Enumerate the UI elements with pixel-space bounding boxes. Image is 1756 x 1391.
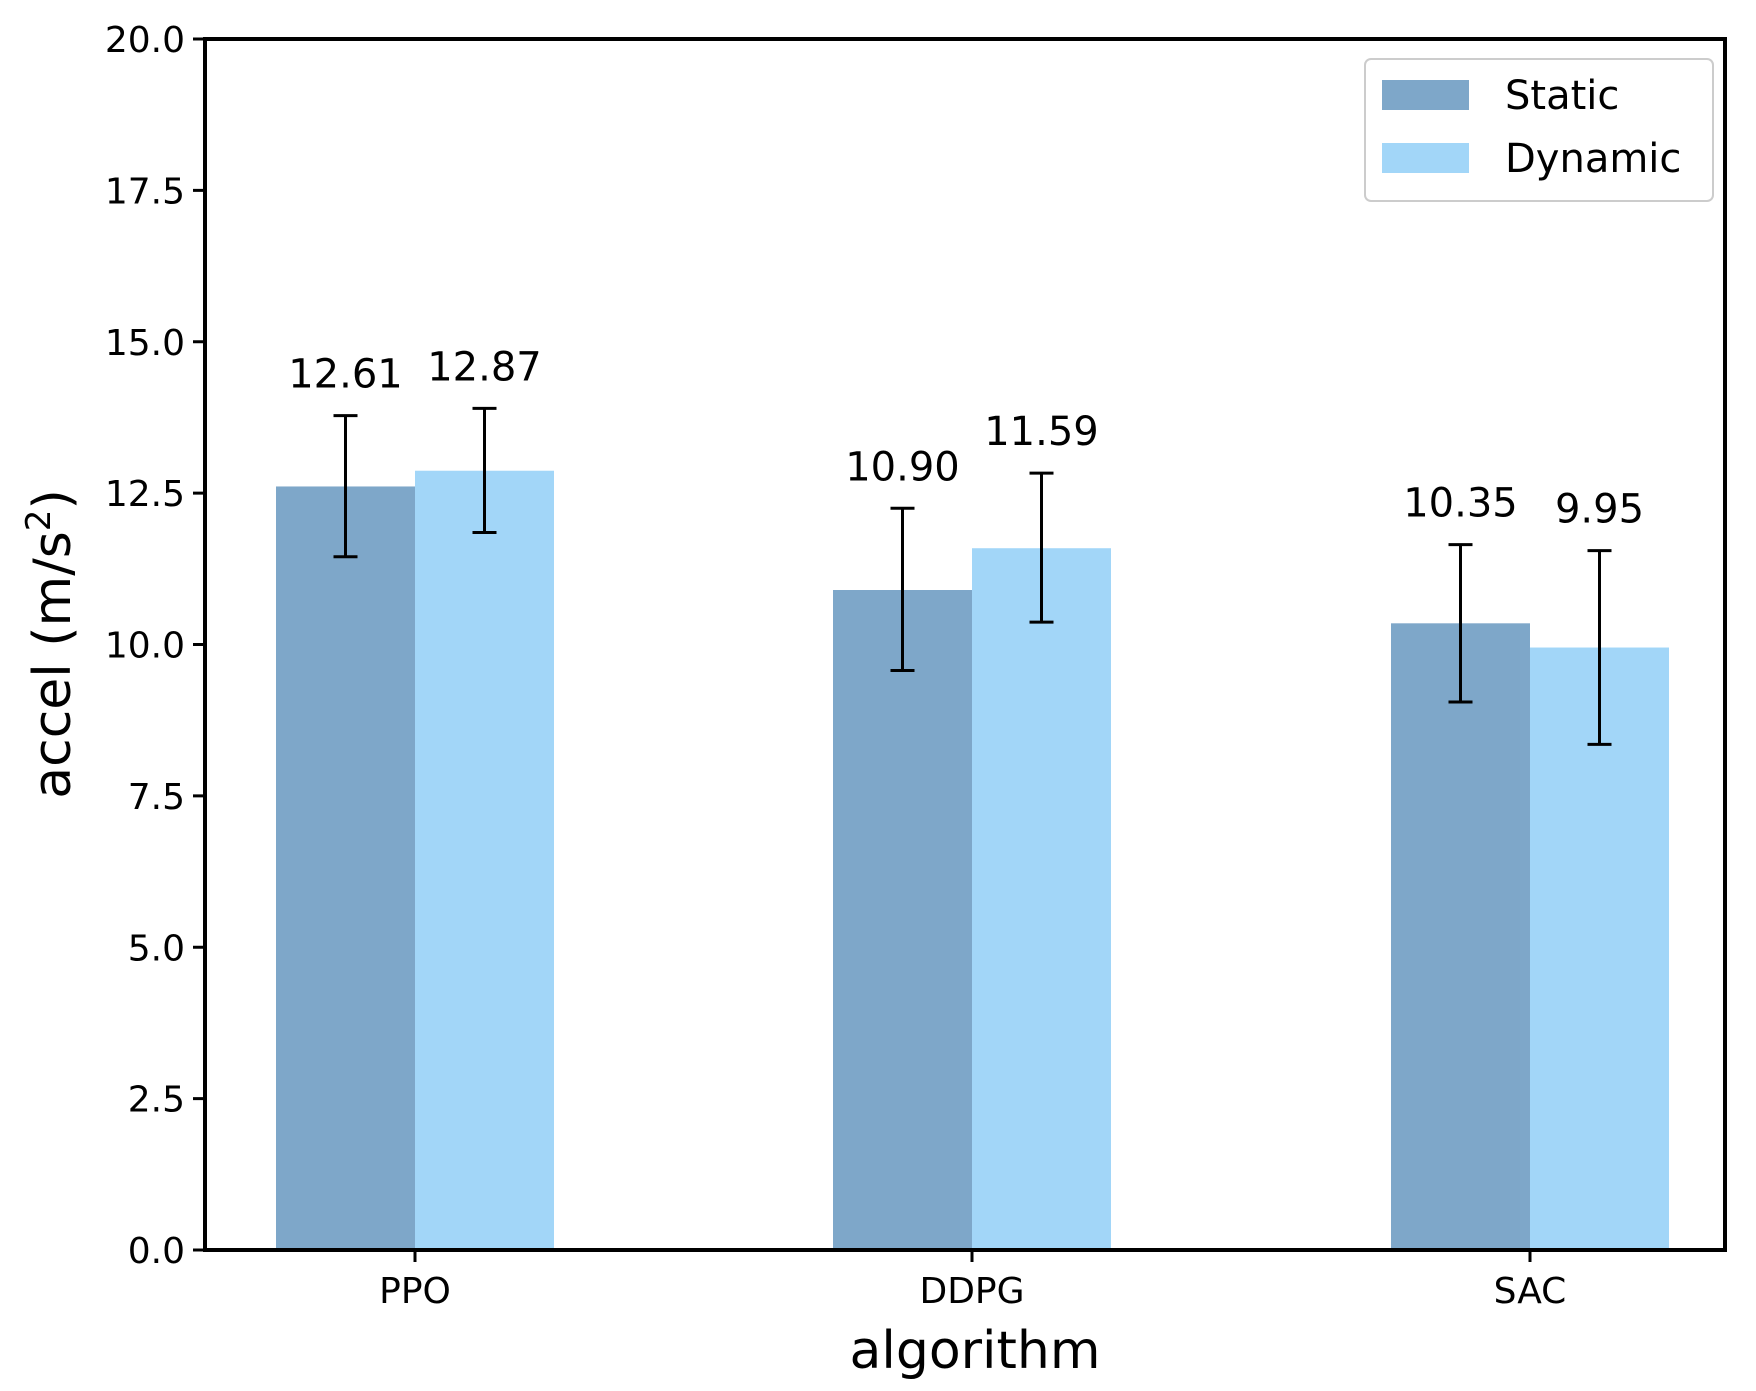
- y-axis: 0.0 2.5 5.0 7.5 10.0 12.5 15.0 17.5 20.0: [105, 20, 205, 1272]
- bar-static-sac: [1391, 623, 1530, 1250]
- bar-dynamic-ppo: [415, 470, 554, 1250]
- value-labels-layer: 12.61 10.90 10.35 12.87 11.59 9.95: [288, 344, 1644, 532]
- bar-dynamic-ddpg: [972, 548, 1111, 1250]
- x-tick-label-ppo: PPO: [379, 1271, 451, 1312]
- x-tick-label-ddpg: DDPG: [919, 1271, 1024, 1312]
- value-label-static-ddpg: 10.90: [845, 444, 960, 490]
- error-bars-layer: [333, 406, 1612, 746]
- y-tick-label: 12.5: [105, 474, 185, 515]
- legend-label-dynamic: Dynamic: [1505, 136, 1681, 182]
- bar-static-ddpg: [833, 590, 972, 1250]
- error-bar-dynamic-ddpg: [1029, 471, 1054, 624]
- error-bar-dynamic-ppo: [472, 406, 497, 534]
- bars-layer: [276, 470, 1669, 1251]
- legend-swatch-static: [1382, 80, 1469, 110]
- legend: Static Dynamic: [1364, 58, 1714, 202]
- bar-static-ppo: [276, 486, 415, 1251]
- value-label-dynamic-ppo: 12.87: [427, 344, 542, 390]
- value-label-dynamic-ddpg: 11.59: [984, 409, 1099, 455]
- error-bar-static-ppo: [333, 414, 358, 559]
- value-label-static-ppo: 12.61: [288, 352, 403, 398]
- y-tick-label: 7.5: [128, 777, 185, 818]
- x-tick-label-sac: SAC: [1494, 1271, 1567, 1312]
- bar-dynamic-sac: [1530, 647, 1669, 1250]
- y-tick-label: 2.5: [128, 1080, 185, 1121]
- y-tick-label: 15.0: [105, 323, 185, 364]
- error-bar-static-sac: [1448, 543, 1473, 704]
- error-bar-dynamic-sac: [1587, 549, 1612, 746]
- y-tick-label: 5.0: [128, 928, 185, 969]
- value-label-dynamic-sac: 9.95: [1555, 487, 1644, 533]
- y-axis-title: accel (m/s2): [19, 489, 83, 799]
- y-tick-label: 10.0: [105, 626, 185, 667]
- y-tick-label: 20.0: [105, 20, 185, 61]
- value-label-static-sac: 10.35: [1403, 481, 1518, 527]
- x-axis: PPO DDPG SAC: [379, 1250, 1566, 1312]
- y-tick-label: 17.5: [105, 171, 185, 212]
- error-bar-static-ddpg: [890, 506, 915, 673]
- legend-swatch-dynamic: [1382, 143, 1469, 173]
- x-axis-title: algorithm: [850, 1321, 1101, 1381]
- legend-label-static: Static: [1505, 73, 1619, 119]
- y-tick-label: 0.0: [128, 1231, 185, 1272]
